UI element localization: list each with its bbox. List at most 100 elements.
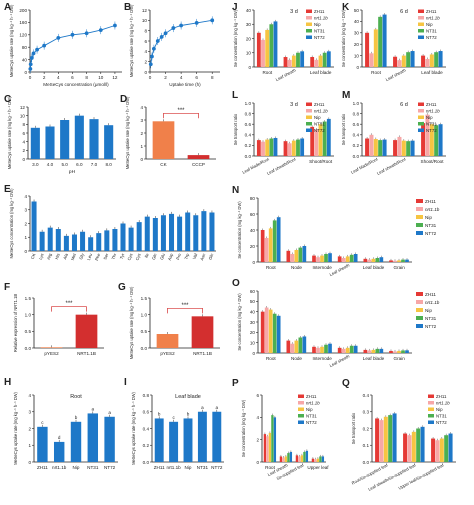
panel-n: 0 20 40 60 80 Se concentration (mg kg⁻¹ DW) N R… — [232, 185, 440, 277]
bar — [322, 52, 327, 67]
bar — [291, 140, 296, 156]
bar — [287, 59, 292, 67]
bar — [318, 124, 323, 156]
y-axis-label: MeSeCys uptake rate (mg kg⁻¹ h⁻¹ DW) — [125, 96, 130, 169]
y-tick-label: 1.5 — [25, 296, 32, 301]
y-tick-label: 0 — [252, 351, 255, 356]
bar — [286, 250, 291, 262]
bar — [289, 451, 293, 462]
panel-f: 0.0 0.5 1.0 1.5 Relative expression of NRT1.… — [4, 282, 104, 356]
bar — [282, 457, 285, 462]
bar — [410, 51, 415, 67]
bar — [265, 29, 270, 67]
data-point — [113, 23, 117, 28]
y-tick-label: 0.0 — [25, 346, 32, 351]
bar — [294, 250, 299, 262]
x-tick-label: Thr — [111, 252, 118, 260]
legend-swatch — [416, 324, 423, 328]
bar — [367, 350, 372, 353]
legend-label: NT72 — [314, 128, 325, 133]
bar — [320, 255, 324, 262]
bar — [156, 334, 179, 348]
y-axis-label: Se concentration (mg kg⁻¹ DW) — [233, 9, 238, 67]
panel-g: 0.0 0.5 1.0 1.5 MeSeCys uptake rate (mg kg⁻¹… — [118, 282, 220, 359]
bar — [30, 127, 40, 159]
bar — [382, 139, 387, 156]
y-tick-label: 50 — [354, 8, 360, 13]
panel-q: 0.00.10.20.30.4Se transport ratioQRoot/S… — [342, 378, 456, 492]
panel-letter: K — [342, 2, 350, 13]
significance-letter: b — [75, 415, 78, 420]
bar — [276, 315, 281, 353]
data-point — [155, 39, 160, 43]
bar — [319, 456, 322, 462]
bar — [316, 347, 320, 353]
y-tick-label: 30 — [246, 22, 252, 27]
bar — [378, 140, 383, 156]
y-tick-label: 2 — [144, 59, 147, 64]
legend-label: Nip — [314, 115, 321, 120]
legend-label: ZH11 — [425, 292, 436, 297]
bar — [373, 139, 378, 156]
bar — [201, 211, 207, 251]
panel-letter: Q — [342, 378, 350, 389]
y-tick-label: 0 — [28, 460, 31, 465]
x-tick-label: NRT1.1B — [77, 351, 96, 356]
x-tick-label: Pro — [175, 252, 182, 260]
bar — [300, 51, 305, 67]
x-tick-label: NRT1.1B — [193, 351, 212, 356]
legend-label: ZH11 — [306, 394, 317, 399]
bar — [369, 134, 374, 156]
bar — [341, 258, 346, 262]
legend-swatch — [416, 223, 423, 227]
panel-letter: P — [232, 378, 239, 389]
y-tick-label: 0 — [22, 157, 25, 162]
x-tick-label: Leaf blade/Root — [350, 156, 379, 175]
bar — [136, 222, 142, 251]
bar — [379, 257, 384, 262]
bar — [152, 121, 175, 159]
x-tick-label: 6.0 — [76, 162, 83, 167]
x-tick-label: 4.0 — [47, 162, 54, 167]
bar — [393, 351, 397, 353]
bar — [256, 32, 261, 67]
legend-label: nrt1.1b — [306, 400, 320, 405]
bar — [269, 24, 274, 67]
bar — [75, 314, 98, 348]
legend-swatch — [416, 316, 423, 320]
bar — [411, 431, 416, 462]
bar — [290, 343, 295, 353]
bar — [212, 411, 222, 462]
y-tick-label: 40 — [22, 57, 28, 62]
panel-e: 0 1 2 3 4 MeSeCys concentration (mg kg⁻¹ DW)E… — [4, 184, 216, 261]
bar — [341, 348, 346, 353]
bar — [185, 212, 191, 251]
bar — [40, 347, 63, 348]
bar — [256, 140, 261, 156]
panel-letter: L — [232, 90, 238, 101]
legend-swatch — [306, 35, 312, 39]
x-tick-label: NT72 — [104, 465, 116, 470]
y-tick-label: 6 — [144, 39, 147, 44]
panel-letter: G — [118, 282, 126, 293]
bar — [406, 52, 411, 67]
bar — [283, 141, 288, 156]
y-tick-label: 4 — [144, 49, 147, 54]
legend-label: nrt1.1b — [314, 108, 328, 113]
panel-letter: F — [4, 282, 10, 293]
x-tick-label: Internode — [312, 356, 332, 361]
y-axis-label: Se concentration (mg kg⁻¹ DW) — [241, 399, 246, 457]
x-tick-label: 3.0 — [32, 162, 39, 167]
x-tick-label: Ser — [102, 252, 109, 260]
bar — [393, 56, 398, 67]
x-tick-label: 4 — [180, 75, 183, 80]
legend-swatch — [416, 292, 423, 296]
y-tick-label: 50 — [250, 299, 256, 304]
data-point — [84, 31, 89, 36]
y-tick-label: 40 — [250, 228, 256, 233]
significance-letter: d — [58, 435, 61, 440]
bar — [403, 433, 408, 462]
x-tick-label: NT72 — [211, 465, 223, 470]
